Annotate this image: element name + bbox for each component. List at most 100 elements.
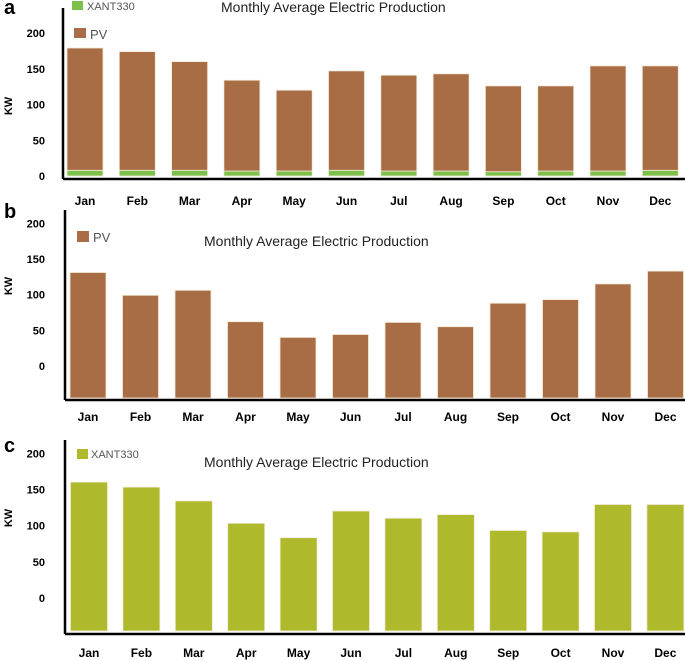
- legend-label-pv: PV: [90, 27, 108, 42]
- bar-xant330-apr: [223, 170, 261, 177]
- x-tick-label: Nov: [597, 194, 620, 208]
- bar-pv-nov: [589, 65, 627, 172]
- bar-pv-feb: [122, 294, 159, 399]
- y-tick-label: 100: [27, 100, 45, 112]
- x-tick-label: Nov: [602, 646, 625, 660]
- x-tick-label: Jan: [79, 646, 100, 660]
- bar-xant330-jun: [328, 169, 365, 177]
- x-tick-label: Oct: [551, 646, 571, 660]
- x-tick-label: Feb: [131, 646, 152, 660]
- bar-xant330-aug: [432, 170, 470, 177]
- bar-pv-mar: [174, 289, 212, 399]
- x-tick-label: Apr: [232, 194, 253, 208]
- bar-xant330-sep: [489, 530, 528, 632]
- x-tick-label: Sep: [497, 410, 519, 424]
- chart-title-c: Monthly Average Electric Production: [204, 454, 429, 470]
- y-tick-label: 0: [39, 593, 45, 605]
- x-tick-label: Apr: [236, 646, 257, 660]
- bar-xant330-jul: [380, 170, 418, 177]
- bar-xant330-oct: [541, 531, 580, 632]
- bar-pv-jul: [384, 321, 422, 399]
- x-tick-label: Dec: [654, 646, 676, 660]
- legend-label-xant330: XANT330: [87, 1, 135, 13]
- x-tick-label: May: [286, 410, 310, 424]
- bar-xant330-nov: [589, 170, 627, 177]
- y-tick-label: 200: [27, 448, 45, 460]
- y-tick-label: 150: [27, 64, 45, 76]
- y-tick-label: 100: [27, 521, 45, 533]
- bar-pv-oct: [537, 85, 575, 172]
- bar-xant330-mar: [174, 500, 213, 632]
- bar-pv-dec: [641, 65, 679, 171]
- x-tick-label: Jul: [390, 194, 407, 208]
- bar-pv-jul: [380, 74, 418, 172]
- bar-xant330-jun: [332, 510, 370, 632]
- chart-title-a: Monthly Average Electric Production: [221, 0, 446, 15]
- bar-xant330-may: [275, 170, 313, 177]
- x-tick-label: Jul: [395, 646, 412, 660]
- chart-title-b: Monthly Average Electric Production: [204, 233, 429, 249]
- bar-xant330-nov: [594, 504, 632, 632]
- legend-swatch-pv: [74, 28, 86, 38]
- bar-pv-sep: [489, 302, 527, 399]
- x-tick-label: Aug: [439, 194, 462, 208]
- bar-pv-sep: [484, 85, 522, 173]
- y-tick-label: 200: [27, 218, 45, 230]
- x-tick-label: Oct: [546, 194, 566, 208]
- bar-pv-aug: [432, 73, 470, 172]
- bar-pv-mar: [171, 61, 209, 171]
- bar-pv-jun: [332, 334, 369, 399]
- bar-pv-oct: [542, 299, 579, 399]
- legend-swatch-xant330: [77, 449, 88, 459]
- bar-xant330-jan: [70, 481, 108, 632]
- bar-xant330-apr: [227, 522, 266, 632]
- bar-xant330-dec: [646, 504, 685, 632]
- legend-swatch-pv: [77, 231, 89, 242]
- y-tick-label: 0: [39, 361, 45, 373]
- bar-pv-dec: [647, 270, 684, 399]
- x-tick-label: Feb: [127, 194, 148, 208]
- bar-pv-jan: [69, 272, 107, 399]
- panel-letter-a: a: [4, 0, 16, 19]
- bar-pv-jun: [328, 70, 365, 171]
- y-axis-label-b: KW: [3, 276, 15, 295]
- y-tick-label: 100: [27, 290, 45, 302]
- x-tick-label: Sep: [492, 194, 514, 208]
- panel-letter-b: b: [4, 201, 16, 223]
- legend-label-xant330: XANT330: [91, 449, 139, 461]
- x-tick-label: Jun: [340, 410, 361, 424]
- x-tick-label: Jun: [340, 646, 361, 660]
- bar-pv-apr: [227, 321, 264, 399]
- y-tick-label: 50: [33, 325, 45, 337]
- x-tick-label: Mar: [182, 410, 204, 424]
- bar-xant330-may: [279, 537, 318, 632]
- y-axis-label-a: KW: [3, 96, 15, 115]
- y-tick-label: 150: [27, 485, 45, 497]
- bar-pv-may: [275, 89, 313, 172]
- x-tick-label: Feb: [130, 410, 151, 424]
- x-tick-label: Apr: [235, 410, 256, 424]
- bar-xant330-sep: [484, 171, 522, 177]
- bar-pv-jan: [66, 47, 104, 171]
- bar-pv-apr: [223, 79, 261, 172]
- x-tick-label: Jan: [75, 194, 96, 208]
- x-tick-label: Oct: [550, 410, 570, 424]
- bar-xant330-jan: [66, 169, 104, 177]
- x-tick-label: May: [287, 646, 311, 660]
- y-tick-label: 200: [27, 28, 45, 40]
- x-tick-label: May: [283, 194, 307, 208]
- legend-label-pv: PV: [93, 230, 111, 245]
- x-tick-label: Jan: [78, 410, 99, 424]
- y-tick-label: 50: [33, 135, 45, 147]
- bar-pv-aug: [437, 326, 474, 399]
- x-tick-label: Nov: [602, 410, 625, 424]
- y-tick-label: 150: [27, 254, 45, 266]
- panel-letter-c: c: [4, 435, 15, 457]
- bar-pv-nov: [594, 283, 632, 399]
- y-tick-label: 0: [39, 171, 45, 183]
- x-tick-label: Aug: [444, 646, 467, 660]
- x-tick-label: Jun: [336, 194, 357, 208]
- bar-pv-feb: [118, 51, 156, 171]
- x-tick-label: Aug: [444, 410, 467, 424]
